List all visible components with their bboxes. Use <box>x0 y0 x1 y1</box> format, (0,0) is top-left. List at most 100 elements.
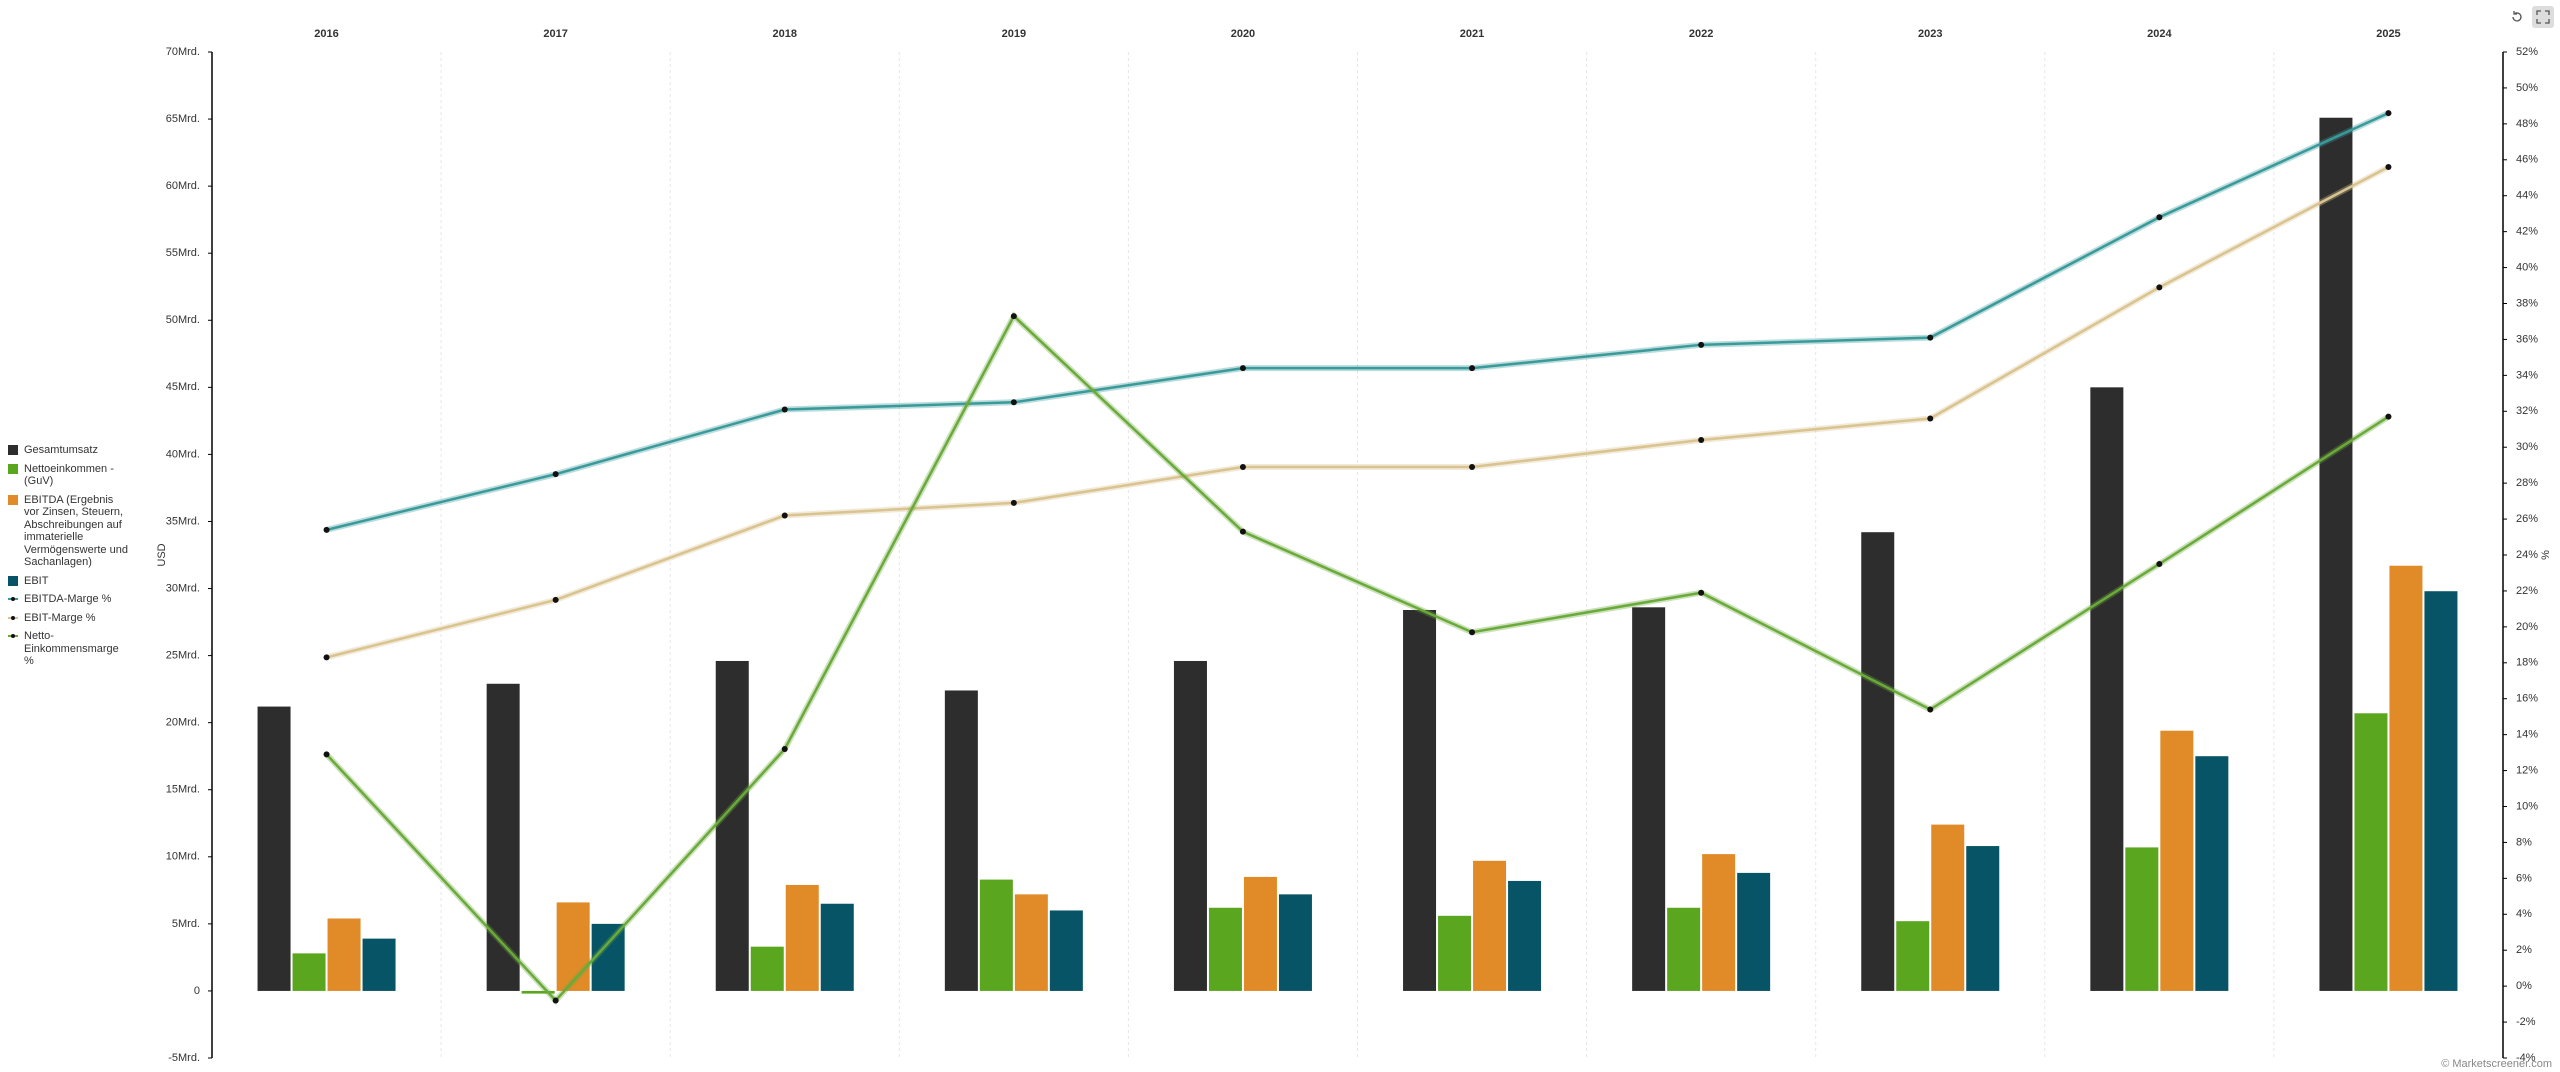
bar <box>1403 609 1437 991</box>
line-point <box>2385 163 2392 170</box>
x-category-label: 2022 <box>1689 28 1713 40</box>
bar <box>2424 591 2458 991</box>
line <box>326 111 2389 532</box>
y2-tick-label: 34% <box>2516 369 2538 381</box>
bar <box>1278 894 1312 991</box>
x-category-label: 2017 <box>543 28 567 40</box>
y2-tick-label: 14% <box>2516 729 2538 741</box>
legend-label: EBIT-Marge % <box>24 611 96 624</box>
bar <box>327 918 361 991</box>
legend-item[interactable]: EBITDA-Marge % <box>8 593 128 606</box>
line-point <box>781 406 788 413</box>
y-tick-label: 25Mrd. <box>166 650 200 662</box>
y-tick-label: 70Mrd. <box>166 46 200 58</box>
line-point <box>1010 499 1017 506</box>
bar <box>1737 872 1771 991</box>
line-point <box>1698 589 1705 596</box>
legend-item[interactable]: EBITDA (Ergebnis vor Zinsen, Steuern, Ab… <box>8 494 128 569</box>
line-point <box>2156 284 2163 291</box>
y-tick-label: 5Mrd. <box>172 918 200 930</box>
bar <box>1014 894 1048 991</box>
y2-tick-label: 24% <box>2516 549 2538 561</box>
bar <box>2195 756 2229 991</box>
legend-label: Gesamtumsatz <box>24 444 98 456</box>
legend-label: EBIT <box>24 574 49 587</box>
fullscreen-icon <box>2536 10 2550 24</box>
reset-button[interactable] <box>2506 6 2528 28</box>
y2-tick-label: 12% <box>2516 764 2538 776</box>
y2-tick-label: 36% <box>2516 333 2538 345</box>
y2-tick-label: 28% <box>2516 477 2538 489</box>
y2-tick-label: 44% <box>2516 190 2538 202</box>
legend-swatch <box>8 594 18 604</box>
bar <box>257 706 291 991</box>
line-point <box>1698 341 1705 348</box>
y2-tick-label: 38% <box>2516 297 2538 309</box>
y2-tick-label: 16% <box>2516 693 2538 705</box>
line-point <box>2156 214 2163 221</box>
line-point <box>323 751 330 758</box>
y-tick-label: 10Mrd. <box>166 851 200 863</box>
y-tick-label: 20Mrd. <box>166 717 200 729</box>
bar <box>1208 907 1242 991</box>
reset-icon <box>2512 11 2522 22</box>
line-point <box>552 471 559 478</box>
x-category-label: 2025 <box>2376 28 2400 40</box>
line-point <box>1239 463 1246 470</box>
legend-label: EBITDA (Ergebnis vor Zinsen, Steuern, Ab… <box>24 493 128 569</box>
bar <box>292 953 326 991</box>
y2-tick-label: 48% <box>2516 118 2538 130</box>
legend-swatch <box>8 613 18 623</box>
legend-label: Netto-Einkommensmarge % <box>24 630 119 667</box>
x-category-label: 2024 <box>2147 28 2172 40</box>
legend-item[interactable]: Gesamtumsatz <box>8 444 128 457</box>
bar <box>486 683 520 991</box>
y-tick-label: 35Mrd. <box>166 515 200 527</box>
y2-tick-label: 2% <box>2516 944 2532 956</box>
bar <box>1243 876 1277 991</box>
bar <box>1473 860 1507 991</box>
line-point <box>1239 365 1246 372</box>
y2-tick-label: 10% <box>2516 800 2538 812</box>
y2-tick-label: 4% <box>2516 908 2532 920</box>
y2-tick-label: 50% <box>2516 82 2538 94</box>
bar <box>591 923 625 991</box>
bar <box>1931 824 1965 991</box>
y2-tick-label: 8% <box>2516 836 2532 848</box>
bar <box>1702 854 1736 991</box>
y2-tick-label: 20% <box>2516 621 2538 633</box>
legend-swatch <box>8 445 18 455</box>
bar <box>2125 847 2159 991</box>
y2-tick-label: 42% <box>2516 226 2538 238</box>
bar <box>362 938 396 991</box>
legend-item[interactable]: EBIT <box>8 575 128 588</box>
y2-tick-label: 18% <box>2516 657 2538 669</box>
y-tick-label: 30Mrd. <box>166 582 200 594</box>
legend-item[interactable]: Netto-Einkommensmarge % <box>8 630 128 668</box>
y2-tick-label: 0% <box>2516 980 2532 992</box>
bar <box>979 879 1013 991</box>
line-point <box>552 997 559 1004</box>
x-category-label: 2023 <box>1918 28 1942 40</box>
y2-tick-label: 26% <box>2516 513 2538 525</box>
legend-label: EBITDA-Marge % <box>24 593 112 605</box>
y2-axis-title: % <box>2540 550 2552 560</box>
bar <box>1508 880 1542 991</box>
legend-item[interactable]: Nettoeinkommen - (GuV) <box>8 463 128 488</box>
line-point <box>781 746 788 753</box>
y2-tick-label: -2% <box>2516 1016 2536 1028</box>
legend-item[interactable]: EBIT-Marge % <box>8 612 128 625</box>
bar <box>1966 846 2000 991</box>
bar <box>1667 907 1701 991</box>
line-point <box>1469 463 1476 470</box>
y2-tick-label: 22% <box>2516 585 2538 597</box>
legend-label: Nettoeinkommen - (GuV) <box>24 462 114 488</box>
legend-swatch <box>8 494 18 505</box>
line <box>326 165 2390 659</box>
bar <box>2090 387 2124 991</box>
legend-swatch <box>8 631 18 641</box>
y-tick-label: 55Mrd. <box>166 247 200 259</box>
fullscreen-button[interactable] <box>2532 6 2554 28</box>
line-point <box>2156 560 2163 567</box>
bar <box>2354 713 2388 991</box>
